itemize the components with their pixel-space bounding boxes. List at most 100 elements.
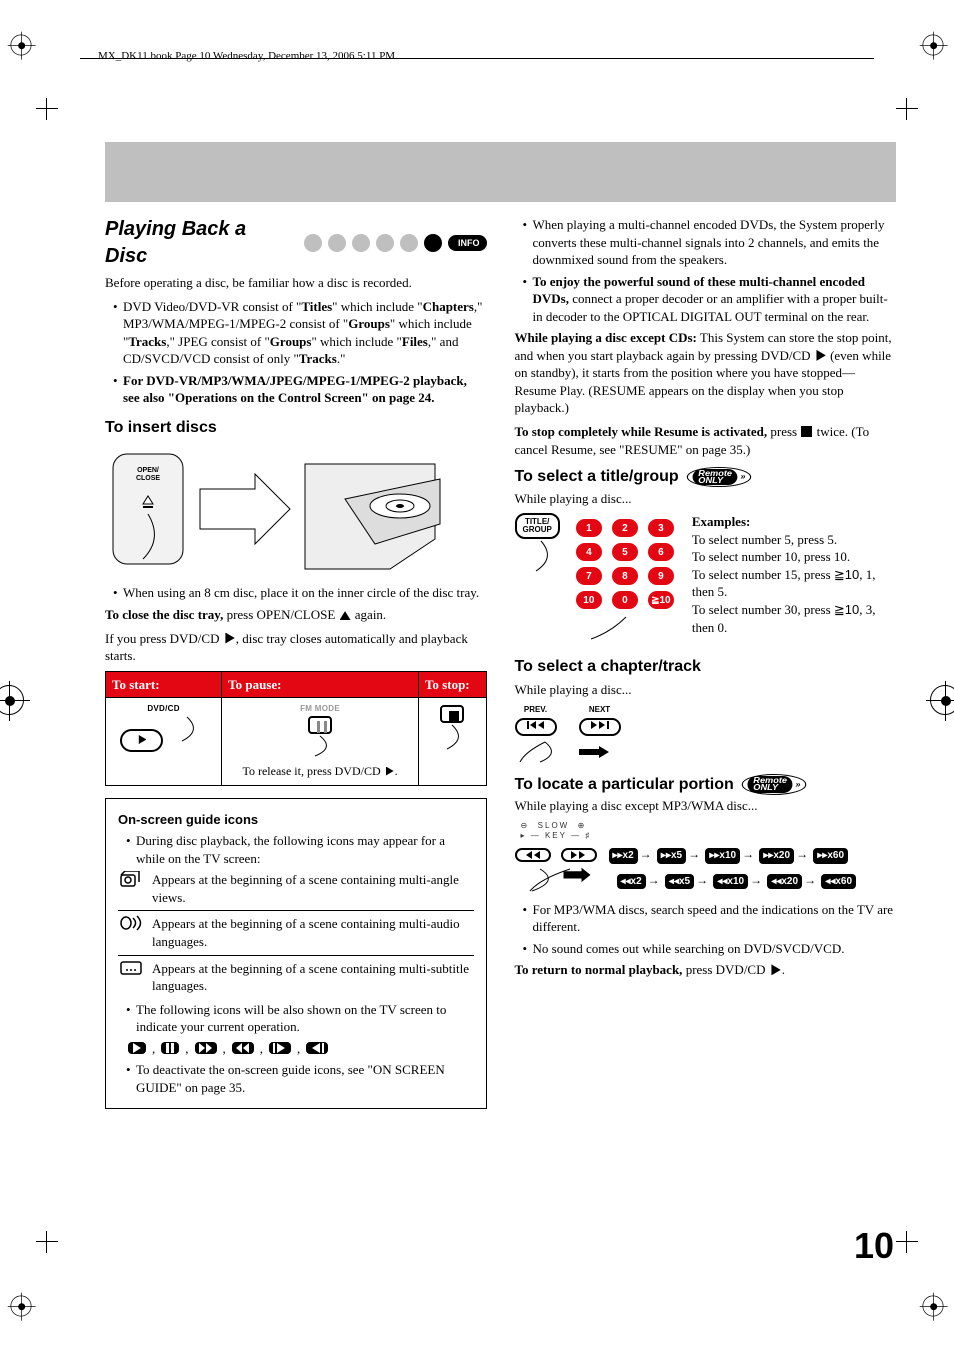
speed-rx5: ◂◂ x5 — [665, 874, 694, 890]
speed-rx20: ◂◂x20 — [767, 874, 802, 890]
crop-mark — [896, 1231, 918, 1253]
angle-icon — [118, 871, 144, 893]
header-text: MX_DK11.book Page 10 Wednesday, December… — [98, 49, 395, 64]
t: Groups — [270, 334, 312, 349]
select-title-heading: To select a title/group — [515, 466, 679, 488]
play-icon — [224, 633, 235, 644]
ff-button — [561, 848, 597, 862]
guide-follow: The following icons will be also shown o… — [126, 1001, 474, 1036]
speed-x60: ▸▸x60 — [813, 848, 848, 864]
svg-text:OPEN/: OPEN/ — [137, 467, 159, 474]
crop-mark — [896, 98, 918, 120]
t: For DVD-VR/MP3/WMA/JPEG/MPEG-1/MPEG-2 pl… — [123, 373, 467, 406]
play-icon — [137, 735, 146, 744]
prev-label: PREV. — [524, 705, 547, 716]
registration-mark — [0, 685, 24, 715]
examples-block: Examples: To select number 5, press 5. T… — [692, 513, 896, 636]
osd-slowrev-icon — [306, 1042, 328, 1054]
num-button-10: 10 — [576, 591, 602, 609]
multi-channel-note-1: When playing a multi-channel encoded DVD… — [523, 216, 897, 269]
td-pause: FM MODE To release it, press DVD/CD . — [222, 698, 419, 786]
press-curve-icon — [515, 740, 575, 764]
example-3: To select number 15, press ≧10, 10, 1, t… — [692, 566, 896, 601]
t: To select number 15, press — [692, 567, 834, 582]
t: To release it, press DVD/CD — [242, 764, 383, 778]
banner-dot — [400, 234, 418, 252]
num-button-7: 7 — [576, 567, 602, 585]
guide-text-2: Appears at the beginning of a scene cont… — [152, 915, 474, 950]
guide-lead: During disc playback, the following icon… — [126, 832, 474, 867]
registration-mark — [923, 1296, 944, 1317]
banner-dot — [376, 234, 394, 252]
example-1: To select number 5, press 5. — [692, 531, 896, 549]
banner-dot — [328, 234, 346, 252]
t: Tracks — [299, 351, 337, 366]
td-stop — [418, 698, 486, 786]
insert-disc-diagram: OPEN/ CLOSE — [105, 444, 487, 574]
t: Remote ONLY — [692, 469, 737, 485]
insert-note: When using an 8 cm disc, place it on the… — [113, 584, 487, 602]
osd-ff-icon — [195, 1042, 217, 1054]
num-button-4: 4 — [576, 543, 602, 561]
right-column: When playing a multi-channel encoded DVD… — [515, 216, 897, 1109]
registration-mark — [11, 35, 32, 56]
stop-resume-note: To stop completely while Resume is activ… — [515, 423, 897, 458]
speed-x20: ▸▸x20 — [759, 848, 794, 864]
insert-discs-heading: To insert discs — [105, 417, 487, 439]
crop-mark — [36, 1231, 58, 1253]
th-start: To start: — [106, 671, 222, 698]
num-button-1: 1 — [576, 519, 602, 537]
slow-label: SLOW — [538, 821, 570, 830]
prev-next-controls: PREV. NEXT — [515, 705, 897, 736]
banner-dot-dark — [424, 234, 442, 252]
prev-button — [515, 718, 557, 736]
guide-text-1: Appears at the beginning of a scene cont… — [152, 871, 474, 906]
rew-button — [515, 848, 551, 862]
locate-heading: To locate a particular portion — [515, 774, 734, 796]
audio-icon — [118, 915, 144, 935]
right-arrow-icon — [579, 746, 609, 758]
t: press — [767, 424, 800, 439]
num-button-8: 8 — [612, 567, 638, 585]
see-also-note: For DVD-VR/MP3/WMA/JPEG/MPEG-1/MPEG-2 pl… — [113, 372, 487, 407]
fwd-speed-chain: ▸▸ x2→ ▸▸ x5→ ▸▸x10→ ▸▸x20→ ▸▸x60 — [607, 845, 851, 864]
example-4: To select number 30, press ≧10, 3, then … — [692, 601, 896, 636]
press-curve-icon — [432, 723, 472, 751]
key-label: KEY — [545, 831, 567, 840]
t: While playing a disc except CDs: — [515, 330, 697, 345]
speed-x5: ▸▸ x5 — [657, 848, 686, 864]
page-number: 10 — [854, 1222, 894, 1271]
osd-slowfwd-icon — [269, 1042, 291, 1054]
banner-dot — [352, 234, 370, 252]
t: press OPEN/CLOSE — [223, 607, 338, 622]
t: To close the disc tray, — [105, 607, 223, 622]
close-tray-line: To close the disc tray, press OPEN/CLOSE… — [105, 606, 487, 624]
t: ." — [337, 351, 346, 366]
intro-text: Before operating a disc, be familiar how… — [105, 274, 487, 292]
t: Files — [402, 334, 428, 349]
geq-icon: ≧10 — [834, 602, 859, 617]
t: ," JPEG consist of " — [166, 334, 269, 349]
examples-heading: Examples: — [692, 513, 896, 531]
press-curve-icon — [167, 715, 207, 743]
stop-button — [440, 705, 464, 723]
locate-note-2: No sound comes out while searching on DV… — [523, 940, 897, 958]
num-button-9: 9 — [648, 567, 674, 585]
press-curve-icon — [515, 867, 605, 893]
registration-mark — [11, 1296, 32, 1317]
num-button-6: 6 — [648, 543, 674, 561]
section-title: Playing Back a Disc — [105, 216, 290, 270]
dvdcd-label: DVD/CD — [112, 704, 215, 715]
t: To return to normal playback, — [515, 962, 683, 977]
guide-box: On-screen guide icons During disc playba… — [105, 798, 487, 1110]
num-button-0: 0 — [612, 591, 638, 609]
release-text: To release it, press DVD/CD . — [228, 763, 412, 779]
dvdcd-button — [120, 729, 163, 752]
t: Groups — [348, 316, 390, 331]
subtitle-icon — [118, 960, 144, 980]
number-pad: 1 2 3 4 5 6 7 8 9 10 0 ≧10 — [576, 519, 674, 609]
td-start: DVD/CD — [106, 698, 222, 786]
next-label: NEXT — [589, 705, 610, 716]
pause-button — [308, 716, 332, 734]
banner-dot — [304, 234, 322, 252]
